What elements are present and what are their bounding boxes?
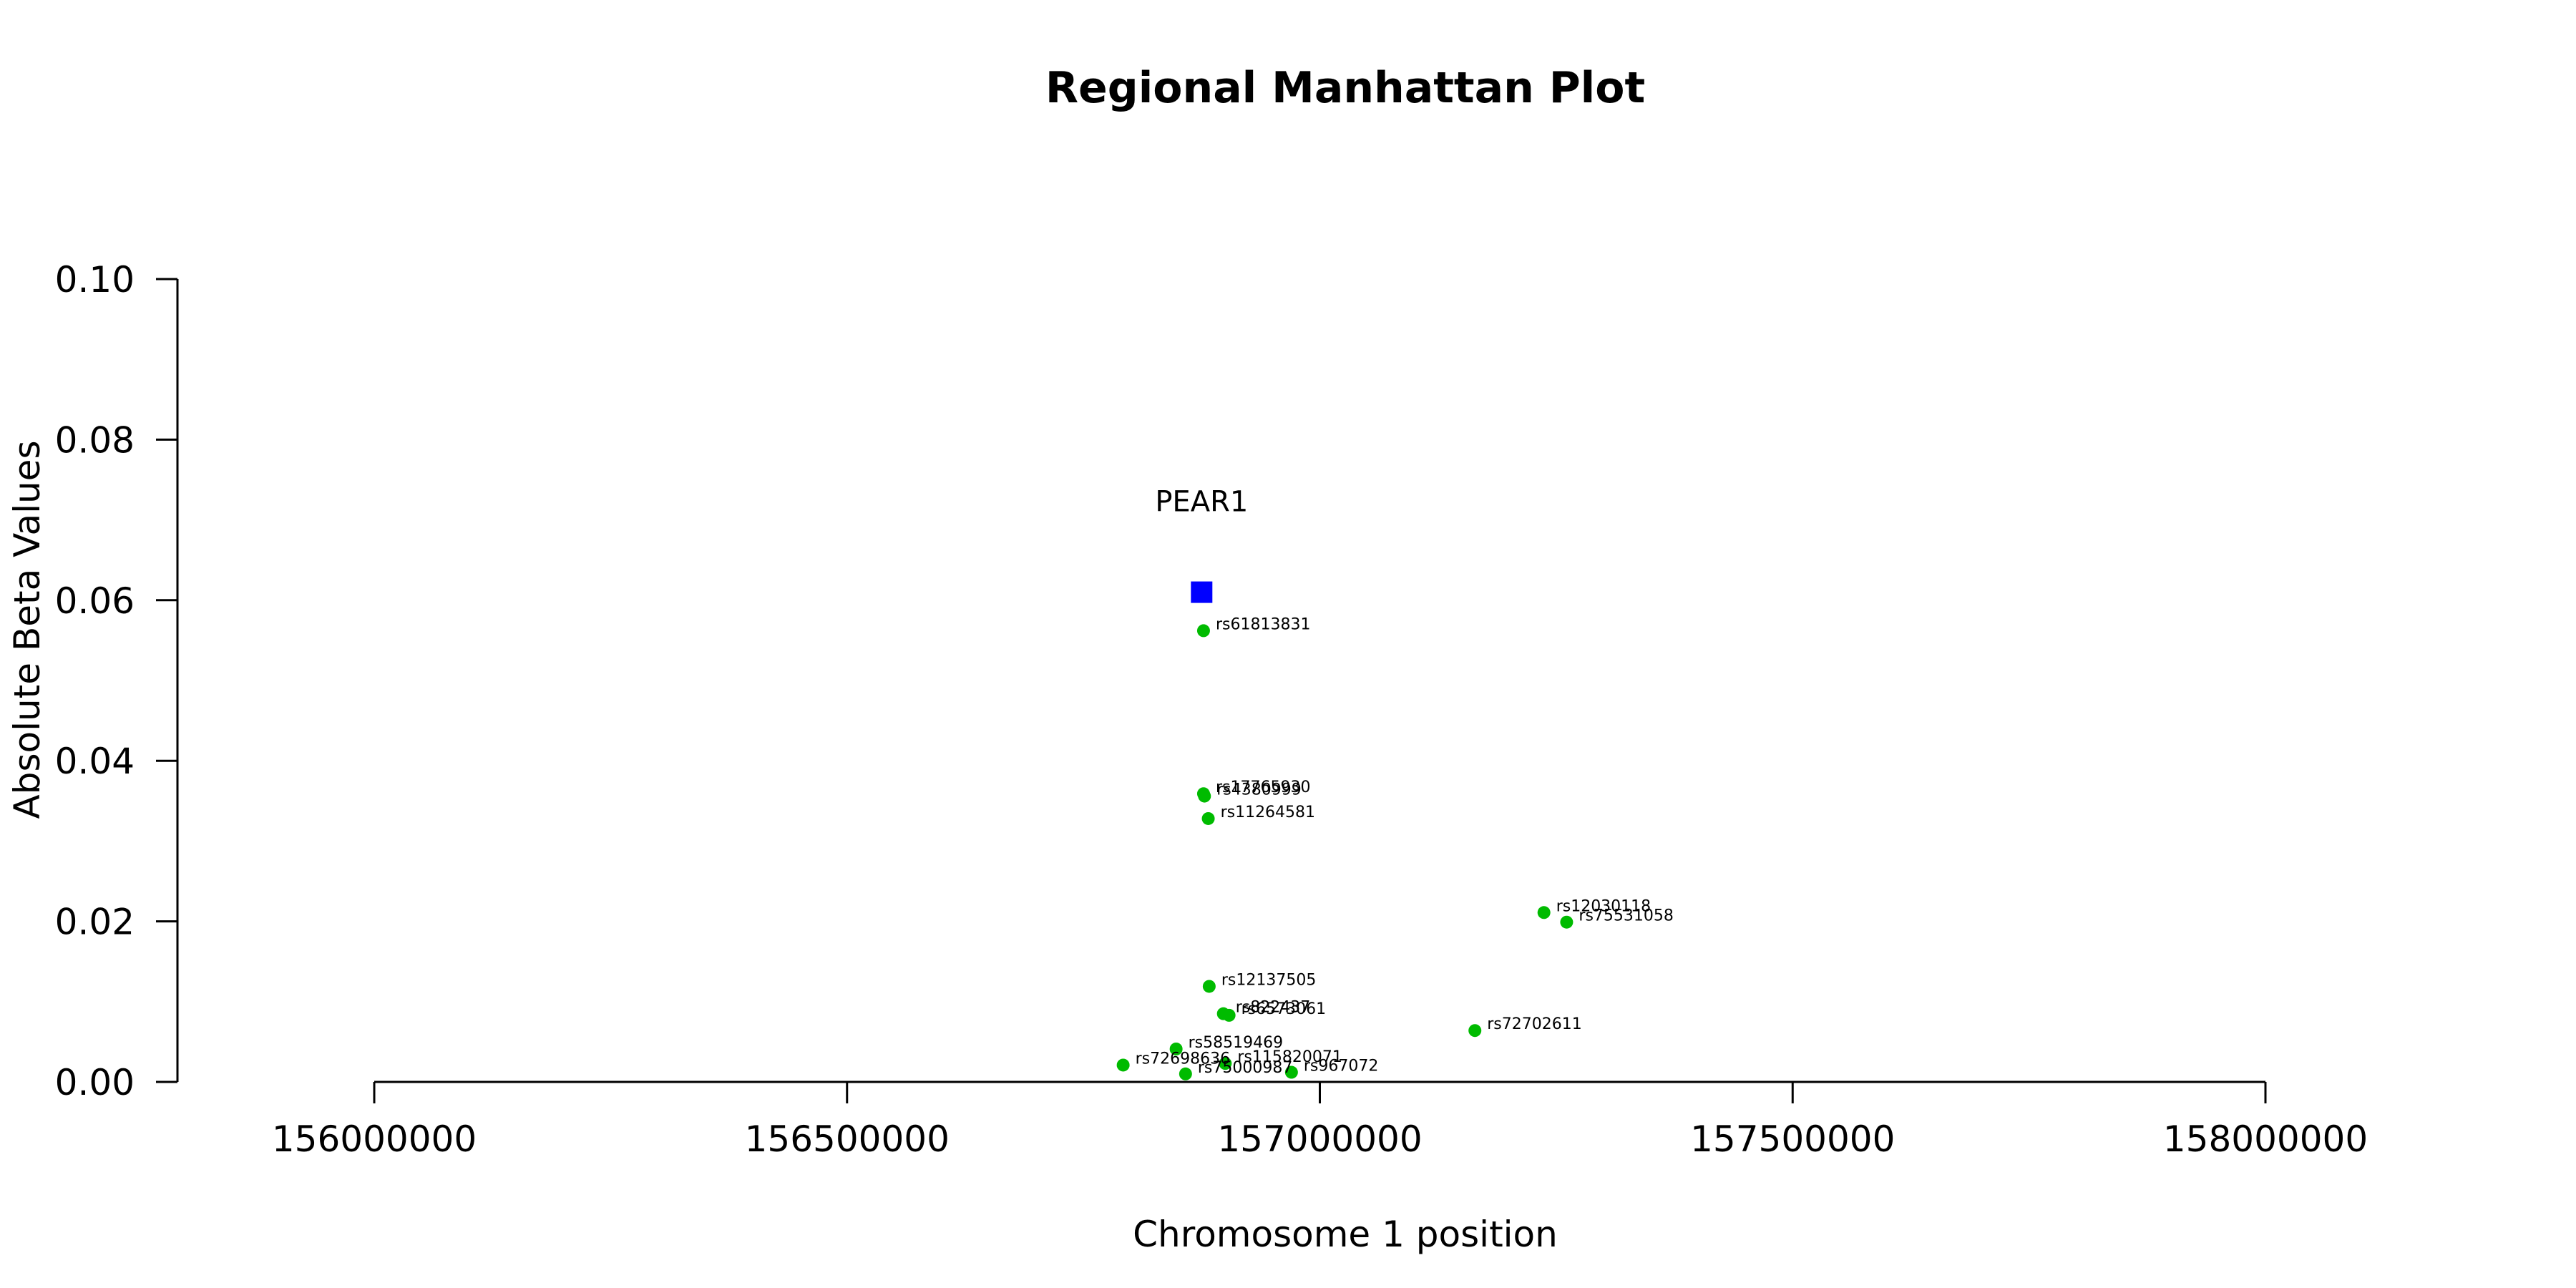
x-axis-label: Chromosome 1 position	[1133, 1214, 1558, 1255]
snp-point	[1202, 980, 1216, 993]
snp-label: rs72698636	[1136, 1050, 1230, 1068]
snp-label: rs115820071	[1237, 1048, 1342, 1066]
snp-label: rs75000987	[1198, 1059, 1292, 1077]
snp-point	[1468, 1024, 1482, 1038]
snp-label: rs822437	[1236, 999, 1311, 1017]
snp-point	[1169, 1042, 1183, 1055]
snp-point	[1560, 915, 1574, 929]
snp-point	[1196, 624, 1210, 638]
snp-point	[1116, 1058, 1130, 1072]
snp-label: rs58519469	[1189, 1034, 1283, 1052]
gene-label: PEAR1	[1155, 486, 1248, 519]
x-tick-label: 156500000	[745, 1118, 950, 1160]
y-axis: 0.00 0.02 0.04 0.06 0.08 0.10	[55, 259, 179, 1103]
x-axis: 156000000 156500000 157000000 157500000 1580…	[272, 1080, 2368, 1160]
gene-marker	[1191, 581, 1213, 603]
y-tick-label: 0.02	[55, 902, 135, 943]
snp-label: rs61813831	[1216, 615, 1310, 633]
snp-label: rs17765930	[1216, 779, 1310, 796]
snp-point	[1198, 789, 1211, 803]
x-tick-label: 158000000	[2163, 1118, 2368, 1160]
snp-label: rs12030118	[1556, 897, 1651, 915]
snp-label: rs967072	[1304, 1058, 1379, 1075]
x-tick-label: 157000000	[1217, 1118, 1422, 1160]
y-tick-label: 0.08	[55, 419, 135, 461]
snp-point	[1201, 811, 1215, 825]
x-tick-label: 156000000	[272, 1118, 477, 1160]
snp-label: rs6573061	[1241, 1000, 1327, 1018]
snp-label: rs75531058	[1579, 907, 1673, 925]
snp-point	[1284, 1065, 1298, 1079]
snp-point	[1179, 1067, 1192, 1080]
y-axis-label: Absolute Beta Values	[6, 441, 48, 819]
snp-point	[1222, 1008, 1236, 1022]
y-tick-label: 0.10	[55, 259, 135, 301]
y-tick-label: 0.00	[55, 1062, 135, 1103]
x-tick-label: 157500000	[1690, 1118, 1895, 1160]
snp-point	[1219, 1057, 1232, 1070]
chart-title: Regional Manhattan Plot	[1045, 63, 1645, 113]
y-tick-label: 0.04	[55, 741, 135, 782]
data-points	[1116, 581, 1574, 1080]
snp-label: rs12137505	[1221, 971, 1316, 989]
snp-label: rs11264581	[1221, 804, 1315, 821]
snp-point	[1537, 906, 1551, 919]
snp-label: rs72702611	[1487, 1015, 1581, 1033]
y-tick-label: 0.06	[55, 580, 135, 622]
snp-label: rs4380999	[1216, 781, 1302, 799]
